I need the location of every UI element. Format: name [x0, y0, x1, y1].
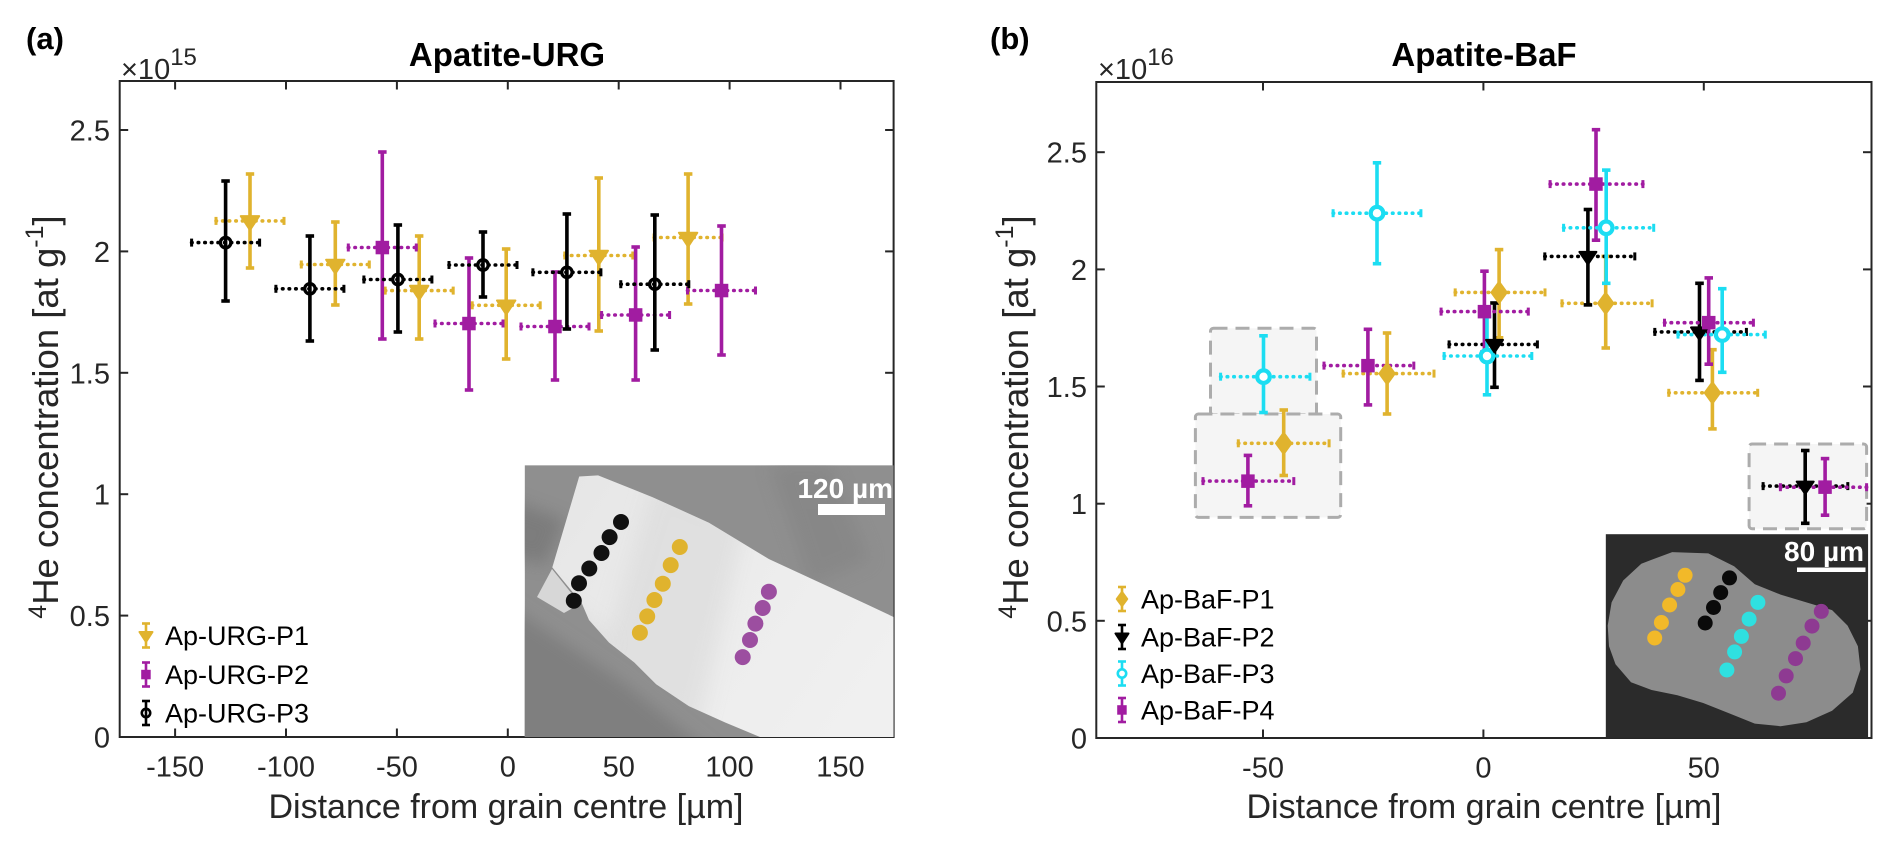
svg-text:Ap-BaF-P1: Ap-BaF-P1	[1141, 585, 1275, 615]
svg-text:150: 150	[816, 752, 864, 784]
svg-text:0: 0	[1071, 724, 1087, 756]
svg-text:100: 100	[705, 752, 753, 784]
svg-text:Ap-BaF-P3: Ap-BaF-P3	[1141, 659, 1275, 689]
svg-text:Ap-BaF-P4: Ap-BaF-P4	[1141, 696, 1275, 726]
svg-text:50: 50	[1688, 753, 1720, 785]
svg-text:120 µm: 120 µm	[797, 473, 893, 504]
svg-text:Apatite-URG: Apatite-URG	[409, 36, 605, 73]
svg-text:Ap-URG-P1: Ap-URG-P1	[165, 621, 309, 651]
svg-text:2: 2	[1071, 255, 1087, 287]
svg-text:1.5: 1.5	[1047, 372, 1087, 404]
svg-text:1: 1	[94, 480, 110, 512]
svg-text:-100: -100	[257, 752, 315, 784]
svg-text:(a): (a)	[26, 21, 64, 56]
svg-text:2.5: 2.5	[70, 116, 110, 148]
svg-text:Apatite-BaF: Apatite-BaF	[1391, 36, 1576, 73]
svg-text:80 µm: 80 µm	[1784, 536, 1864, 567]
svg-text:Ap-BaF-P2: Ap-BaF-P2	[1141, 623, 1275, 653]
svg-text:Distance from grain centre [µm: Distance from grain centre [µm]	[269, 788, 744, 826]
svg-text:4He concentration [at g-1]: 4He concentration [at g-1]	[21, 215, 66, 618]
svg-text:1.5: 1.5	[70, 358, 110, 390]
svg-text:Ap-URG-P3: Ap-URG-P3	[165, 699, 309, 729]
svg-text:0: 0	[500, 752, 516, 784]
svg-text:2: 2	[94, 237, 110, 269]
svg-text:2.5: 2.5	[1047, 138, 1087, 170]
svg-text:1: 1	[1071, 489, 1087, 521]
svg-text:Ap-URG-P2: Ap-URG-P2	[165, 660, 309, 690]
svg-text:4He concentration [at g-1]: 4He concentration [at g-1]	[991, 215, 1036, 618]
svg-text:-50: -50	[376, 752, 418, 784]
svg-text:(b): (b)	[990, 21, 1030, 56]
svg-text:0: 0	[1475, 753, 1491, 785]
svg-text:-150: -150	[146, 752, 204, 784]
svg-text:Distance from grain centre [µm: Distance from grain centre [µm]	[1247, 788, 1722, 826]
svg-text:-50: -50	[1242, 753, 1284, 785]
svg-text:0.5: 0.5	[1047, 606, 1087, 638]
svg-text:0: 0	[94, 723, 110, 755]
svg-text:50: 50	[603, 752, 635, 784]
svg-text:0.5: 0.5	[70, 601, 110, 633]
